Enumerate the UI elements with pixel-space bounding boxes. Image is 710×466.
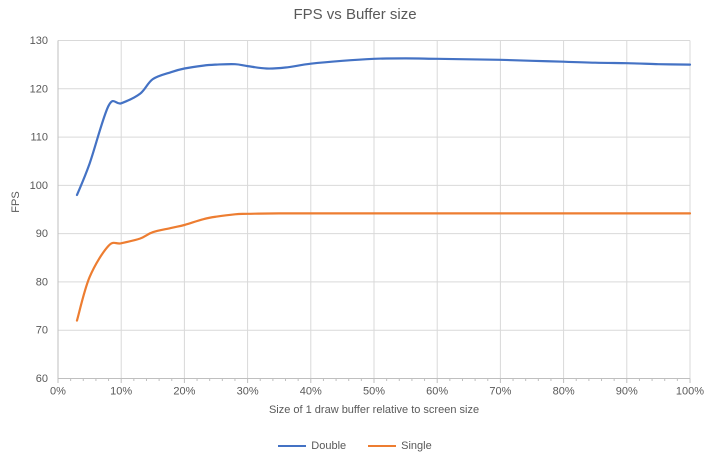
- svg-text:10%: 10%: [110, 386, 132, 398]
- svg-text:130: 130: [30, 35, 48, 47]
- x-axis-tick-labels: 0% 10% 20% 30% 40% 50% 60% 70% 80% 90% 100%: [50, 386, 704, 398]
- svg-text:80: 80: [36, 276, 48, 288]
- x-axis-title: Size of 1 draw buffer relative to screen…: [268, 404, 480, 416]
- svg-text:100%: 100%: [676, 386, 704, 398]
- svg-text:120: 120: [30, 83, 48, 95]
- y-axis-tick-labels: 60 70 80 90 100 110 120 130: [30, 35, 48, 385]
- y-axis-title: FPS: [10, 191, 22, 213]
- svg-text:100: 100: [30, 180, 48, 192]
- legend-item-double: Double: [278, 440, 346, 452]
- svg-text:60%: 60%: [426, 386, 448, 398]
- legend-line-swatch-single: [368, 445, 397, 447]
- svg-text:70%: 70%: [489, 386, 511, 398]
- svg-text:20%: 20%: [173, 386, 195, 398]
- gridlines: [57, 40, 691, 379]
- svg-text:110: 110: [30, 132, 48, 144]
- chart-title: FPS vs Buffer size: [293, 6, 417, 23]
- series-line-double: [75, 57, 692, 197]
- x-axis-ticks: [57, 378, 691, 383]
- legend-label-double: Double: [311, 440, 347, 452]
- svg-text:90: 90: [36, 228, 48, 240]
- series-line-single: [75, 212, 692, 322]
- svg-text:70: 70: [36, 325, 48, 337]
- svg-text:30%: 30%: [237, 386, 259, 398]
- legend-label-single: Single: [401, 440, 432, 452]
- legend-line-swatch-double: [278, 445, 307, 447]
- legend: Double Single: [0, 440, 710, 452]
- svg-text:50%: 50%: [363, 386, 385, 398]
- svg-text:80%: 80%: [553, 386, 575, 398]
- legend-item-single: Single: [368, 440, 432, 452]
- svg-text:60: 60: [36, 373, 48, 385]
- svg-text:0%: 0%: [50, 386, 66, 398]
- svg-text:90%: 90%: [616, 386, 638, 398]
- svg-text:40%: 40%: [300, 386, 322, 398]
